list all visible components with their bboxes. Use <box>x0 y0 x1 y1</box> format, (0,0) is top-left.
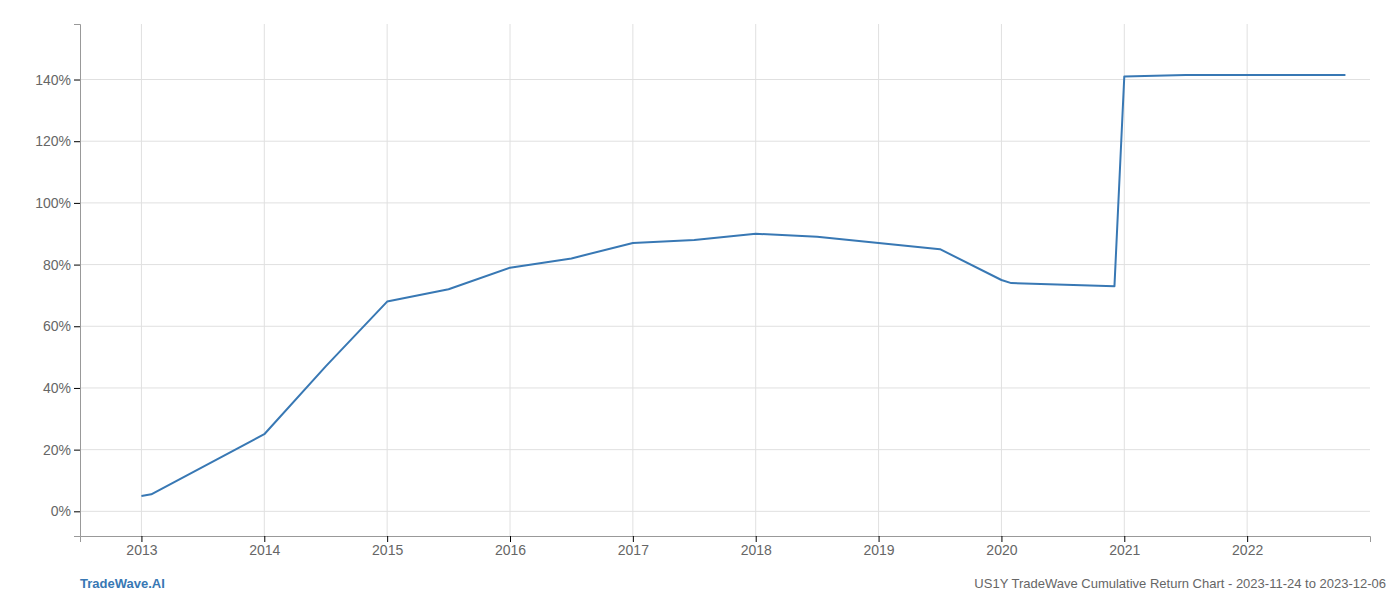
footer-right: US1Y TradeWave Cumulative Return Chart -… <box>974 576 1386 591</box>
tick-label: 2017 <box>618 542 649 558</box>
marks <box>141 75 1345 496</box>
tick-label: 2019 <box>863 542 894 558</box>
chart: 2013 2014 2015 2016 2017 2018 2019 2020 2021 2022… <box>0 0 1400 600</box>
line <box>141 75 1345 496</box>
x-tick: 2021 <box>1109 536 1140 558</box>
tick-label: 80% <box>43 257 71 273</box>
tick-label: 2018 <box>741 542 772 558</box>
x-tick: 2018 <box>741 536 772 558</box>
grid-line <box>510 24 511 536</box>
grid-line <box>632 24 633 536</box>
grid-line <box>755 24 756 536</box>
grid-line <box>80 79 1370 80</box>
axis-line <box>74 25 81 537</box>
tick-mark <box>74 450 80 451</box>
tick-label: 120% <box>35 133 71 149</box>
tick-label: 0% <box>51 503 71 519</box>
tick-label: 40% <box>43 380 71 396</box>
grid-line <box>387 24 388 536</box>
tick-label: 2021 <box>1109 542 1140 558</box>
grid-line <box>80 511 1370 512</box>
grid-line <box>80 264 1370 265</box>
y-axis: 0% 20% 40% 60% 80% 100% 120% 140% <box>35 25 80 537</box>
tick-label: 2022 <box>1232 542 1263 558</box>
y-tick: 120% <box>35 133 80 149</box>
tick-label: 2016 <box>495 542 526 558</box>
y-tick: 140% <box>35 71 80 87</box>
grid-line <box>264 24 265 536</box>
tick-label: 60% <box>43 318 71 334</box>
tick-label: 100% <box>35 195 71 211</box>
grid-line <box>80 326 1370 327</box>
grid-line <box>80 387 1370 388</box>
x-tick: 2013 <box>126 536 157 558</box>
tick-mark <box>74 265 80 266</box>
tick-label: 2013 <box>126 542 157 558</box>
tick-mark <box>74 511 80 512</box>
y-tick: 100% <box>35 195 80 211</box>
y-tick: 80% <box>43 257 80 273</box>
y-tick: 20% <box>43 442 80 458</box>
tick-mark <box>74 203 80 204</box>
tick-mark <box>74 388 80 389</box>
y-tick: 60% <box>43 318 80 334</box>
plot-area: 2013 2014 2015 2016 2017 2018 2019 2020 2021 2022… <box>35 24 1370 558</box>
footer-left: TradeWave.AI <box>80 576 165 591</box>
x-tick: 2022 <box>1232 536 1263 558</box>
tick-mark <box>74 141 80 142</box>
x-tick: 2020 <box>986 536 1017 558</box>
y-tick: 40% <box>43 380 80 396</box>
tick-mark <box>74 80 80 81</box>
x-tick: 2015 <box>372 536 403 558</box>
tick-label: 2014 <box>249 542 280 558</box>
tick-label: 2015 <box>372 542 403 558</box>
tick-label: 20% <box>43 442 71 458</box>
grid-line <box>141 24 142 536</box>
y-tick: 0% <box>51 503 80 519</box>
x-tick: 2014 <box>249 536 280 558</box>
tick-mark <box>74 326 80 327</box>
grid-line <box>1247 24 1248 536</box>
x-tick: 2017 <box>618 536 649 558</box>
grid-line <box>80 141 1370 142</box>
tick-label: 2020 <box>986 542 1017 558</box>
x-axis: 2013 2014 2015 2016 2017 2018 2019 2020 2021 2022 <box>81 536 1371 558</box>
tick-label: 140% <box>35 71 71 87</box>
x-tick: 2016 <box>495 536 526 558</box>
grid-line <box>80 449 1370 450</box>
grid-line <box>878 24 879 536</box>
grid <box>80 24 1370 536</box>
x-tick: 2019 <box>863 536 894 558</box>
grid-line <box>80 202 1370 203</box>
